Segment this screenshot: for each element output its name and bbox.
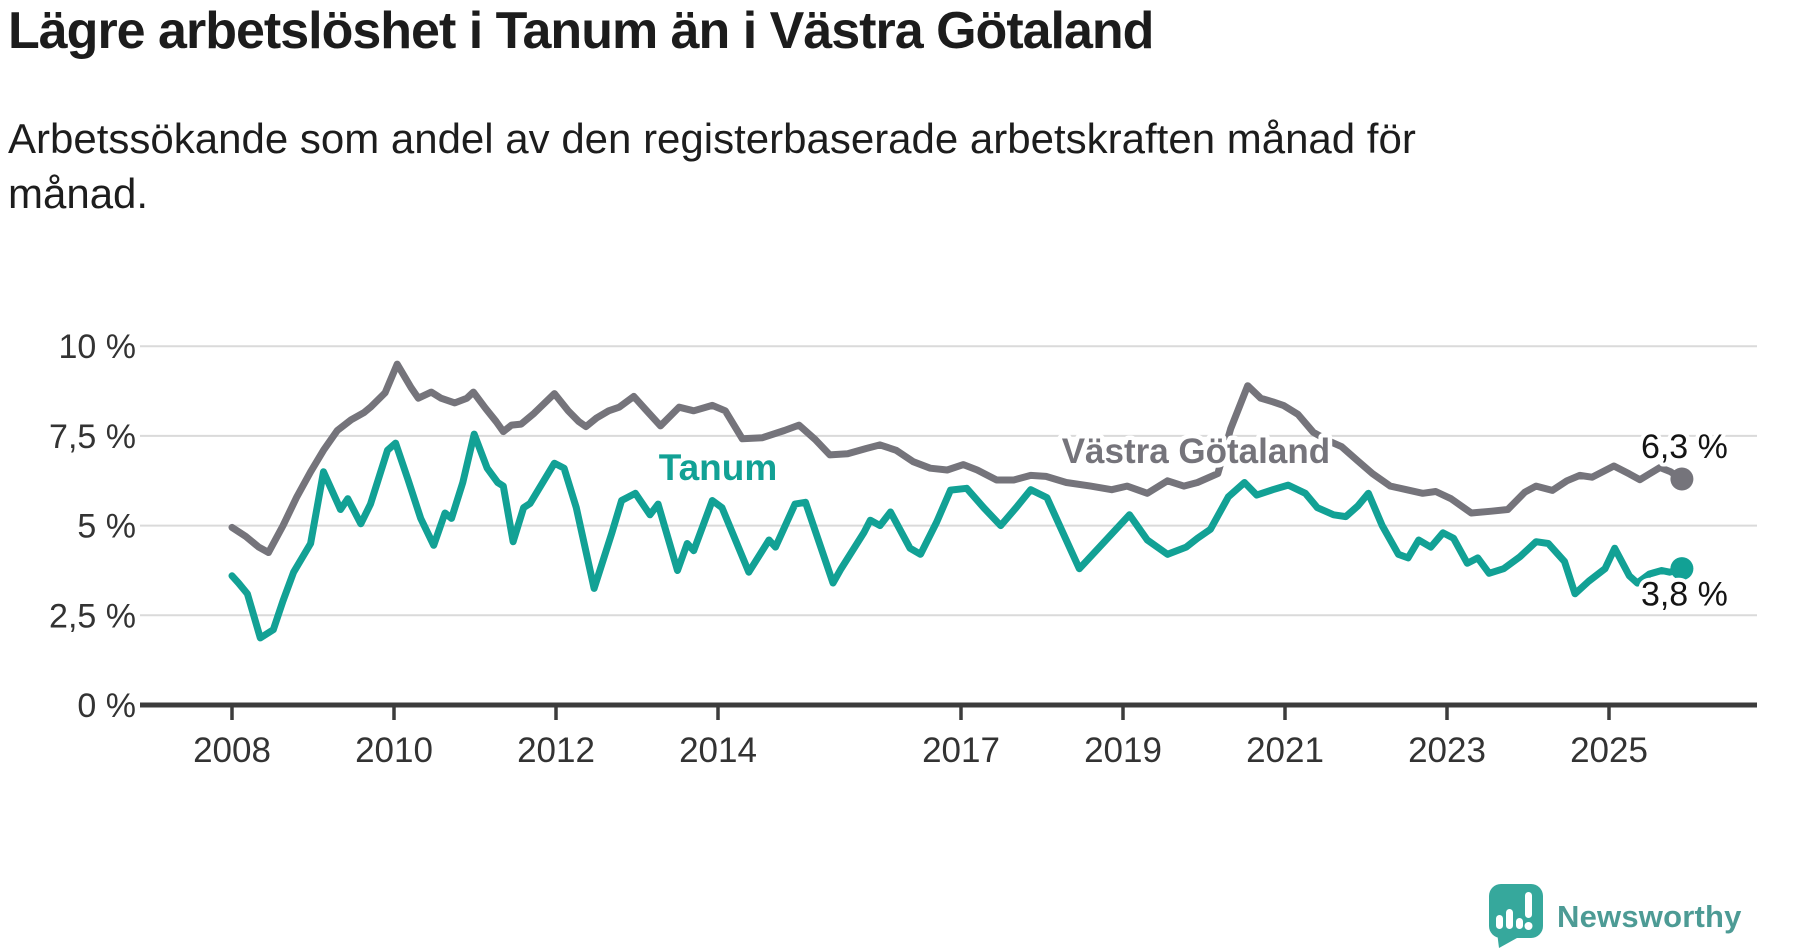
newsworthy-logo-text: Newsworthy: [1557, 898, 1742, 934]
newsworthy-logo-icon: [1489, 884, 1543, 948]
series-line-tanum: [228, 430, 1686, 642]
series-end-label-tanum: 3,8 %: [1641, 576, 1728, 614]
chart-subtitle-line-1: Arbetssökande som andel av den registerb…: [8, 115, 1416, 162]
x-tick-label-2010: 2010: [355, 731, 433, 770]
series-end-dot-tanum: [1670, 557, 1694, 581]
y-tick-label-2-5-: 2,5 %: [49, 597, 136, 635]
x-tick-label-2023: 2023: [1408, 731, 1486, 770]
y-tick-label-5-: 5 %: [77, 508, 136, 546]
x-tick-label-2021: 2021: [1246, 731, 1324, 770]
y-tick-label-0-: 0 %: [77, 687, 136, 725]
x-tick-label-2019: 2019: [1084, 731, 1162, 770]
series-end-label-v-stra-g-taland: 6,3 %: [1641, 428, 1728, 466]
series-line-v-stra-g-taland: [228, 360, 1686, 556]
x-tick-label-2008: 2008: [193, 731, 271, 770]
series-name-label-v-stra-g-taland: Västra Götaland: [1062, 432, 1330, 471]
x-tick-label-2017: 2017: [922, 731, 1000, 770]
newsworthy-logo: Newsworthy: [1489, 884, 1742, 948]
y-tick-label-10-: 10 %: [59, 328, 137, 366]
chart-subtitle: Arbetssökande som andel av den registerb…: [8, 112, 1508, 221]
chart-subtitle-line-2: månad.: [8, 169, 149, 217]
series-end-dot-v-stra-g-taland: [1670, 467, 1694, 491]
x-tick-label-2025: 2025: [1570, 731, 1648, 770]
series-name-label-tanum: Tanum: [659, 447, 778, 488]
x-tick-label-2014: 2014: [679, 731, 757, 770]
y-tick-label-7-5-: 7,5 %: [49, 418, 136, 456]
chart-title: Lägre arbetslöshet i Tanum än i Västra G…: [8, 2, 1154, 60]
x-tick-label-2012: 2012: [517, 731, 595, 770]
